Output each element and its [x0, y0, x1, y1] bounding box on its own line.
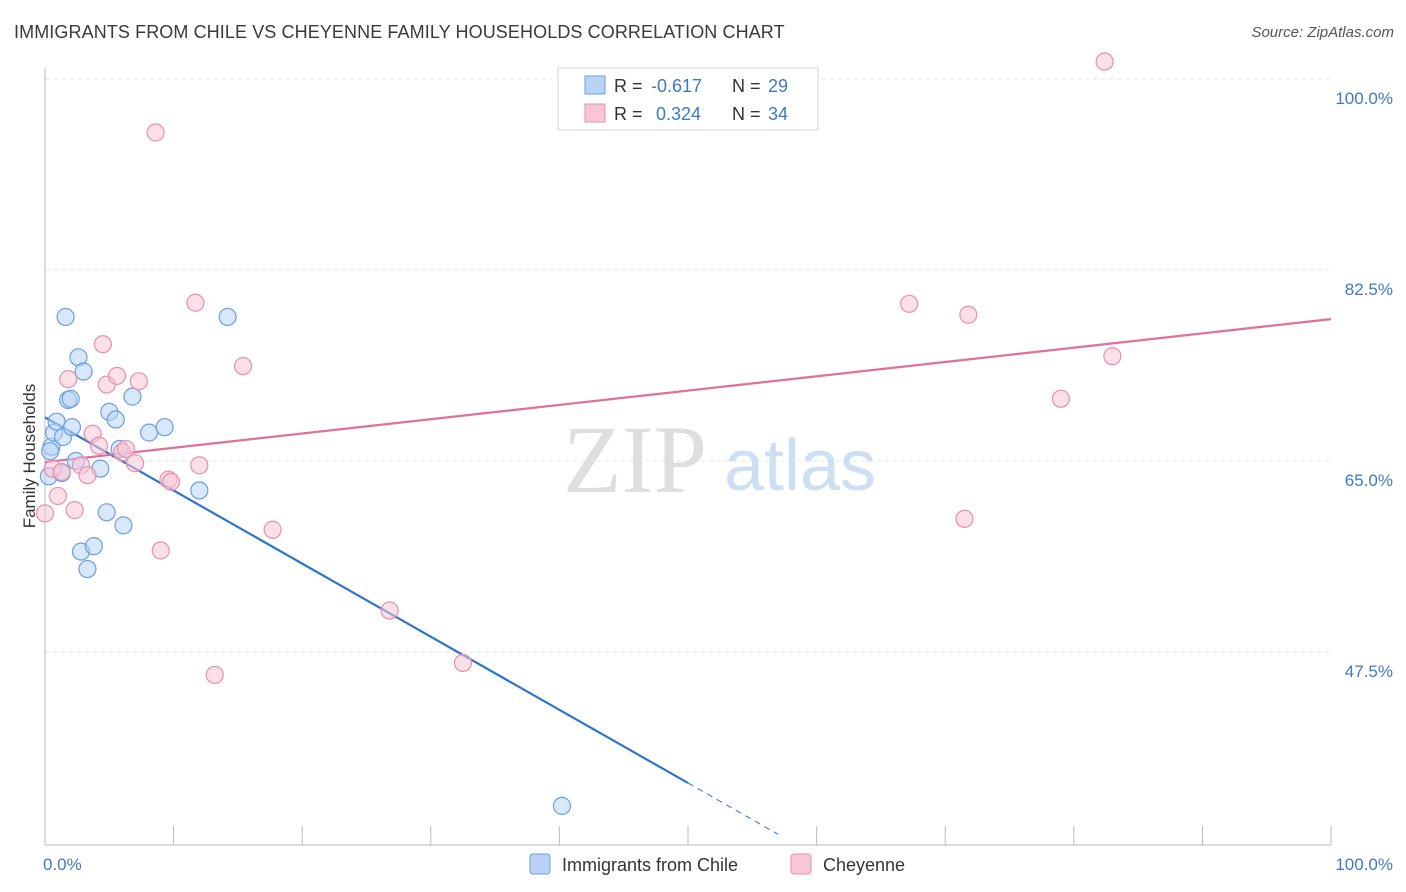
point-chile — [114, 516, 133, 535]
y-tick-label: 100.0% — [1335, 89, 1393, 108]
trend-line-chile-extension — [687, 782, 779, 835]
point-cheyenne — [959, 305, 978, 324]
legend-r-value-chile: -0.617 — [651, 76, 702, 96]
point-cheyenne — [65, 501, 84, 520]
x-tick-label-max: 100.0% — [1335, 855, 1393, 874]
point-chile — [140, 423, 159, 442]
point-cheyenne — [190, 456, 209, 475]
point-chile — [190, 481, 209, 500]
point-cheyenne — [78, 466, 97, 485]
point-cheyenne — [205, 665, 224, 685]
point-cheyenne — [380, 601, 399, 620]
point-chile — [62, 418, 82, 437]
series-legend-swatch-cheyenne — [790, 853, 812, 875]
series-legend-label-cheyenne: Cheyenne — [823, 855, 905, 875]
point-cheyenne — [263, 520, 282, 539]
scatter-points — [35, 52, 1122, 815]
chart-title: IMMIGRANTS FROM CHILE VS CHEYENNE FAMILY… — [14, 22, 785, 42]
point-cheyenne — [186, 293, 205, 312]
point-cheyenne — [151, 541, 170, 560]
point-chile — [47, 412, 66, 431]
legend-n-label-chile: N = — [732, 76, 761, 96]
legend-r-value-cheyenne: 0.324 — [656, 104, 701, 124]
point-cheyenne — [900, 294, 919, 313]
legend-swatch-cheyenne — [584, 103, 606, 123]
legend-n-label-cheyenne: N = — [732, 104, 761, 124]
y-tick-labels: 47.5% 65.0% 82.5% 100.0% — [1335, 89, 1393, 681]
point-cheyenne — [116, 439, 136, 459]
point-chile — [218, 307, 237, 327]
point-chile — [61, 389, 80, 408]
y-tick-label: 82.5% — [1345, 280, 1393, 299]
point-cheyenne — [161, 472, 181, 491]
trend-lines — [44, 318, 1332, 835]
legend-n-value-chile: 29 — [768, 76, 788, 96]
series-legend: Immigrants from Chile Cheyenne — [529, 853, 905, 875]
point-cheyenne — [233, 356, 253, 376]
watermark-atlas: atlas — [724, 426, 876, 506]
point-chile — [78, 559, 97, 579]
trend-line-chile — [44, 416, 689, 784]
watermark-zip: ZIP — [563, 406, 707, 513]
trend-line-cheyenne — [44, 318, 1332, 464]
point-cheyenne — [93, 335, 112, 354]
point-cheyenne — [89, 436, 109, 455]
point-cheyenne — [1051, 389, 1071, 408]
point-cheyenne — [107, 366, 127, 385]
point-chile — [41, 442, 60, 461]
point-cheyenne — [35, 504, 55, 523]
point-chile — [84, 537, 103, 556]
x-tick-label-min: 0.0% — [43, 855, 82, 874]
point-chile — [123, 387, 142, 406]
point-chile — [74, 362, 93, 381]
y-axis-label: Family Households — [20, 384, 39, 529]
y-tick-label: 47.5% — [1345, 662, 1393, 681]
point-cheyenne — [955, 509, 974, 528]
point-chile — [97, 503, 116, 522]
source-label: Source: ZipAtlas.com — [1251, 24, 1394, 41]
legend-n-value-cheyenne: 34 — [768, 104, 788, 124]
point-chile — [56, 307, 75, 327]
legend-r-label-cheyenne: R = — [614, 104, 643, 124]
correlation-legend: R = -0.617 N = 29 R = 0.324 N = 34 — [557, 67, 819, 131]
point-cheyenne — [129, 372, 148, 391]
legend-swatch-chile — [584, 75, 606, 95]
point-chile — [552, 796, 572, 815]
point-chile — [155, 418, 174, 437]
point-cheyenne — [52, 462, 71, 482]
point-cheyenne — [146, 123, 165, 142]
series-legend-swatch-chile — [529, 853, 551, 875]
point-cheyenne — [1103, 347, 1122, 366]
point-cheyenne — [1095, 52, 1114, 71]
point-chile — [106, 410, 125, 429]
y-tick-label: 65.0% — [1345, 471, 1393, 490]
point-cheyenne — [48, 486, 67, 506]
point-cheyenne — [59, 370, 78, 389]
point-cheyenne — [125, 454, 145, 473]
series-legend-label-chile: Immigrants from Chile — [562, 855, 738, 875]
x-tick-marks — [44, 826, 1332, 845]
legend-r-label-chile: R = — [614, 76, 643, 96]
point-cheyenne — [453, 653, 473, 673]
